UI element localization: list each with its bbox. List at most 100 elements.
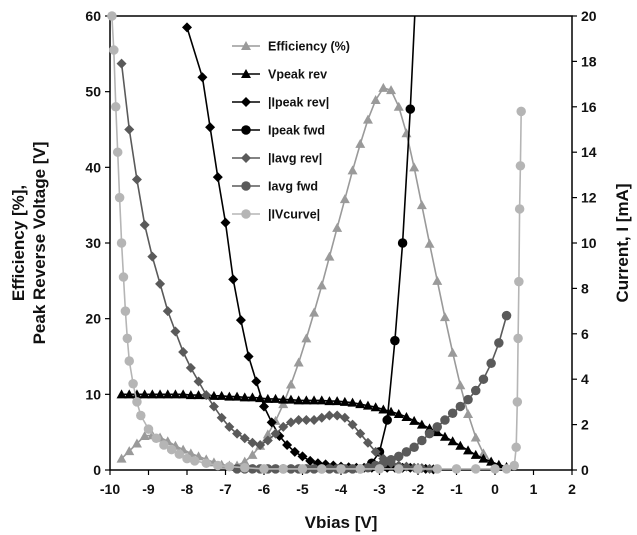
data-point-vpeak-rev	[416, 419, 427, 429]
data-point-iavg-rev	[147, 251, 158, 262]
data-point-iavg-fwd	[494, 338, 504, 348]
data-point-ivcurve	[128, 378, 138, 389]
data-point-iavg-rev	[239, 433, 250, 444]
legend-marker	[241, 153, 251, 163]
data-point-iavg-rev	[309, 415, 320, 426]
data-point-efficiency	[432, 275, 443, 285]
legend-item: |Ipeak rev|	[232, 96, 329, 110]
x-tick-label: -9	[142, 481, 155, 497]
y-axis-left-label-line1: Efficiency [%],	[9, 185, 28, 301]
data-point-ivcurve	[514, 276, 524, 287]
legend-marker	[241, 181, 251, 191]
data-point-vpeak-rev	[155, 389, 166, 399]
data-point-efficiency	[339, 194, 350, 204]
data-point-efficiency	[470, 432, 481, 442]
data-point-iavg-fwd	[401, 447, 412, 457]
data-point-efficiency	[131, 438, 142, 448]
data-point-iavg-rev	[193, 376, 204, 387]
y-right-tick-label: 8	[581, 280, 589, 296]
data-point-iavg-rev	[201, 390, 212, 401]
data-point-vpeak-rev	[208, 390, 219, 400]
data-point-ivcurve	[501, 464, 512, 474]
data-point-vpeak-rev	[401, 412, 412, 422]
data-point-iavg-rev	[355, 428, 366, 439]
data-point-vpeak-rev	[463, 445, 474, 455]
y-left-tick-label: 20	[85, 311, 101, 327]
data-point-ipeak-fwd	[397, 238, 408, 248]
data-point-efficiency	[332, 222, 343, 232]
data-point-ivcurve	[516, 106, 526, 117]
y-left-tick-label: 50	[85, 84, 101, 100]
legend-item: |IVcurve|	[232, 208, 320, 222]
data-point-vpeak-rev	[239, 392, 250, 402]
y-right-tick-label: 10	[581, 235, 597, 251]
data-point-iavg-fwd	[386, 455, 396, 465]
data-point-efficiency	[316, 280, 327, 290]
data-point-efficiency	[362, 114, 373, 124]
data-point-ipeak-rev	[305, 455, 316, 466]
data-point-ivcurve	[297, 464, 308, 474]
data-point-iavg-fwd	[501, 310, 512, 321]
x-tick-label: 2	[568, 481, 576, 497]
data-point-iavg-rev	[370, 446, 381, 457]
y-left-tick-label: 10	[85, 386, 101, 402]
legend-marker	[241, 41, 251, 50]
x-tick-label: 1	[530, 481, 538, 497]
legend-item: Ipeak fwd	[232, 124, 325, 138]
data-point-vpeak-rev	[339, 396, 350, 406]
data-point-vpeak-rev	[332, 396, 343, 406]
data-point-vpeak-rev	[362, 400, 373, 410]
data-point-efficiency	[301, 333, 312, 343]
data-point-vpeak-rev	[247, 392, 258, 402]
data-point-vpeak-rev	[139, 389, 150, 399]
data-point-efficiency	[347, 165, 358, 175]
data-point-iavg-rev	[332, 410, 343, 421]
data-point-vpeak-rev	[301, 395, 312, 405]
data-point-ivcurve	[122, 333, 133, 344]
data-point-vpeak-rev	[193, 390, 204, 400]
data-point-ivcurve	[512, 397, 523, 407]
data-point-ivcurve	[471, 464, 481, 474]
data-point-ivcurve	[120, 306, 131, 316]
data-point-efficiency	[409, 162, 420, 172]
data-point-vpeak-rev	[355, 399, 366, 409]
data-point-ipeak-rev	[228, 274, 239, 285]
data-point-vpeak-rev	[409, 415, 420, 425]
legend-item: Efficiency (%)	[232, 40, 350, 54]
data-point-ivcurve	[278, 464, 288, 474]
data-point-iavg-fwd	[447, 408, 458, 418]
legend-label: |Ipeak rev|	[268, 96, 329, 110]
data-point-efficiency	[370, 94, 381, 104]
data-point-efficiency	[309, 307, 320, 317]
y-left-tick-label: 30	[85, 235, 101, 251]
data-point-vpeak-rev	[324, 396, 335, 406]
data-point-iavg-rev	[270, 428, 281, 439]
y-left-tick-label: 60	[85, 8, 101, 24]
data-point-ivcurve	[513, 333, 523, 344]
data-point-vpeak-rev	[370, 402, 381, 412]
data-point-efficiency	[285, 379, 296, 389]
data-point-iavg-fwd	[424, 428, 435, 439]
x-tick-label: -2	[412, 481, 425, 497]
data-point-vpeak-rev	[185, 390, 196, 400]
data-point-ivcurve	[355, 464, 365, 474]
data-point-iavg-fwd	[440, 415, 450, 425]
data-point-ipeak-rev	[235, 315, 246, 326]
data-point-vpeak-rev	[262, 393, 273, 403]
data-point-iavg-rev	[185, 362, 196, 373]
data-point-iavg-fwd	[432, 422, 442, 432]
data-point-vpeak-rev	[278, 394, 289, 404]
legend-marker	[241, 209, 251, 219]
data-point-vpeak-rev	[439, 431, 450, 441]
data-point-ivcurve	[336, 464, 346, 474]
data-point-ivcurve	[432, 464, 442, 474]
data-point-efficiency	[378, 82, 389, 92]
data-point-efficiency	[447, 347, 458, 357]
y-axis-left-label-line2: Peak Reverse Voltage [V]	[30, 142, 49, 345]
data-point-efficiency	[278, 399, 289, 409]
x-tick-label: 0	[491, 481, 499, 497]
data-point-vpeak-rev	[447, 436, 458, 446]
y-right-tick-label: 12	[581, 190, 597, 206]
data-point-ipeak-fwd	[390, 335, 400, 346]
data-point-ivcurve	[413, 464, 423, 474]
